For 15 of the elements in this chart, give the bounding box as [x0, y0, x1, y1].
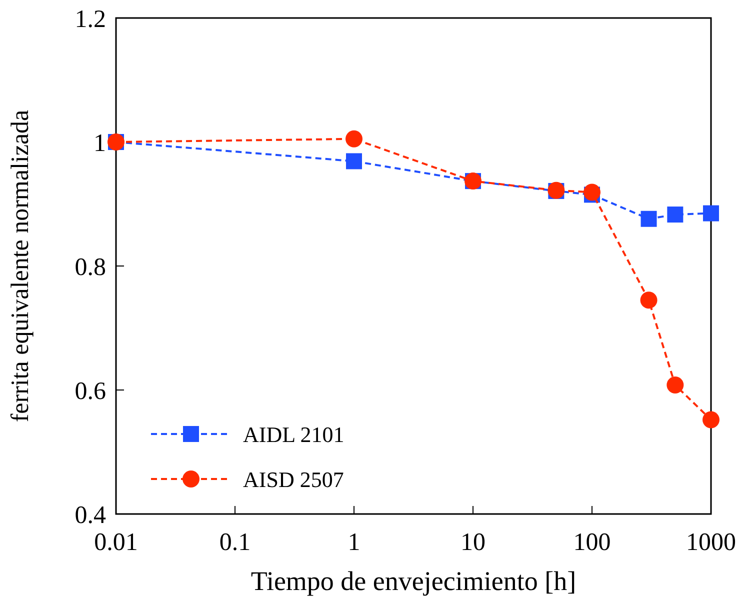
x-tick-label: 100: [573, 529, 611, 556]
y-tick-label: 0.6: [74, 378, 106, 405]
y-tick-label: 0.8: [74, 254, 106, 281]
y-tick-label: 1: [94, 130, 106, 157]
y-tick-label: 1.2: [74, 6, 106, 33]
legend-label: AIDL 2101: [243, 422, 344, 447]
x-tick-label: 0.1: [219, 529, 251, 556]
x-tick-label: 10: [460, 529, 486, 556]
x-tick-label: 1: [348, 529, 360, 556]
y-axis-title: ferrita equivalente normalizada: [7, 110, 34, 422]
x-axis-title: Tiempo de envejecimiento [h]: [250, 566, 576, 596]
x-tick-label: 0.01: [94, 529, 138, 556]
legend-label: AISD 2507: [243, 467, 344, 492]
y-tick-label: 0.4: [74, 502, 106, 529]
x-tick-label: 1000: [686, 529, 736, 556]
